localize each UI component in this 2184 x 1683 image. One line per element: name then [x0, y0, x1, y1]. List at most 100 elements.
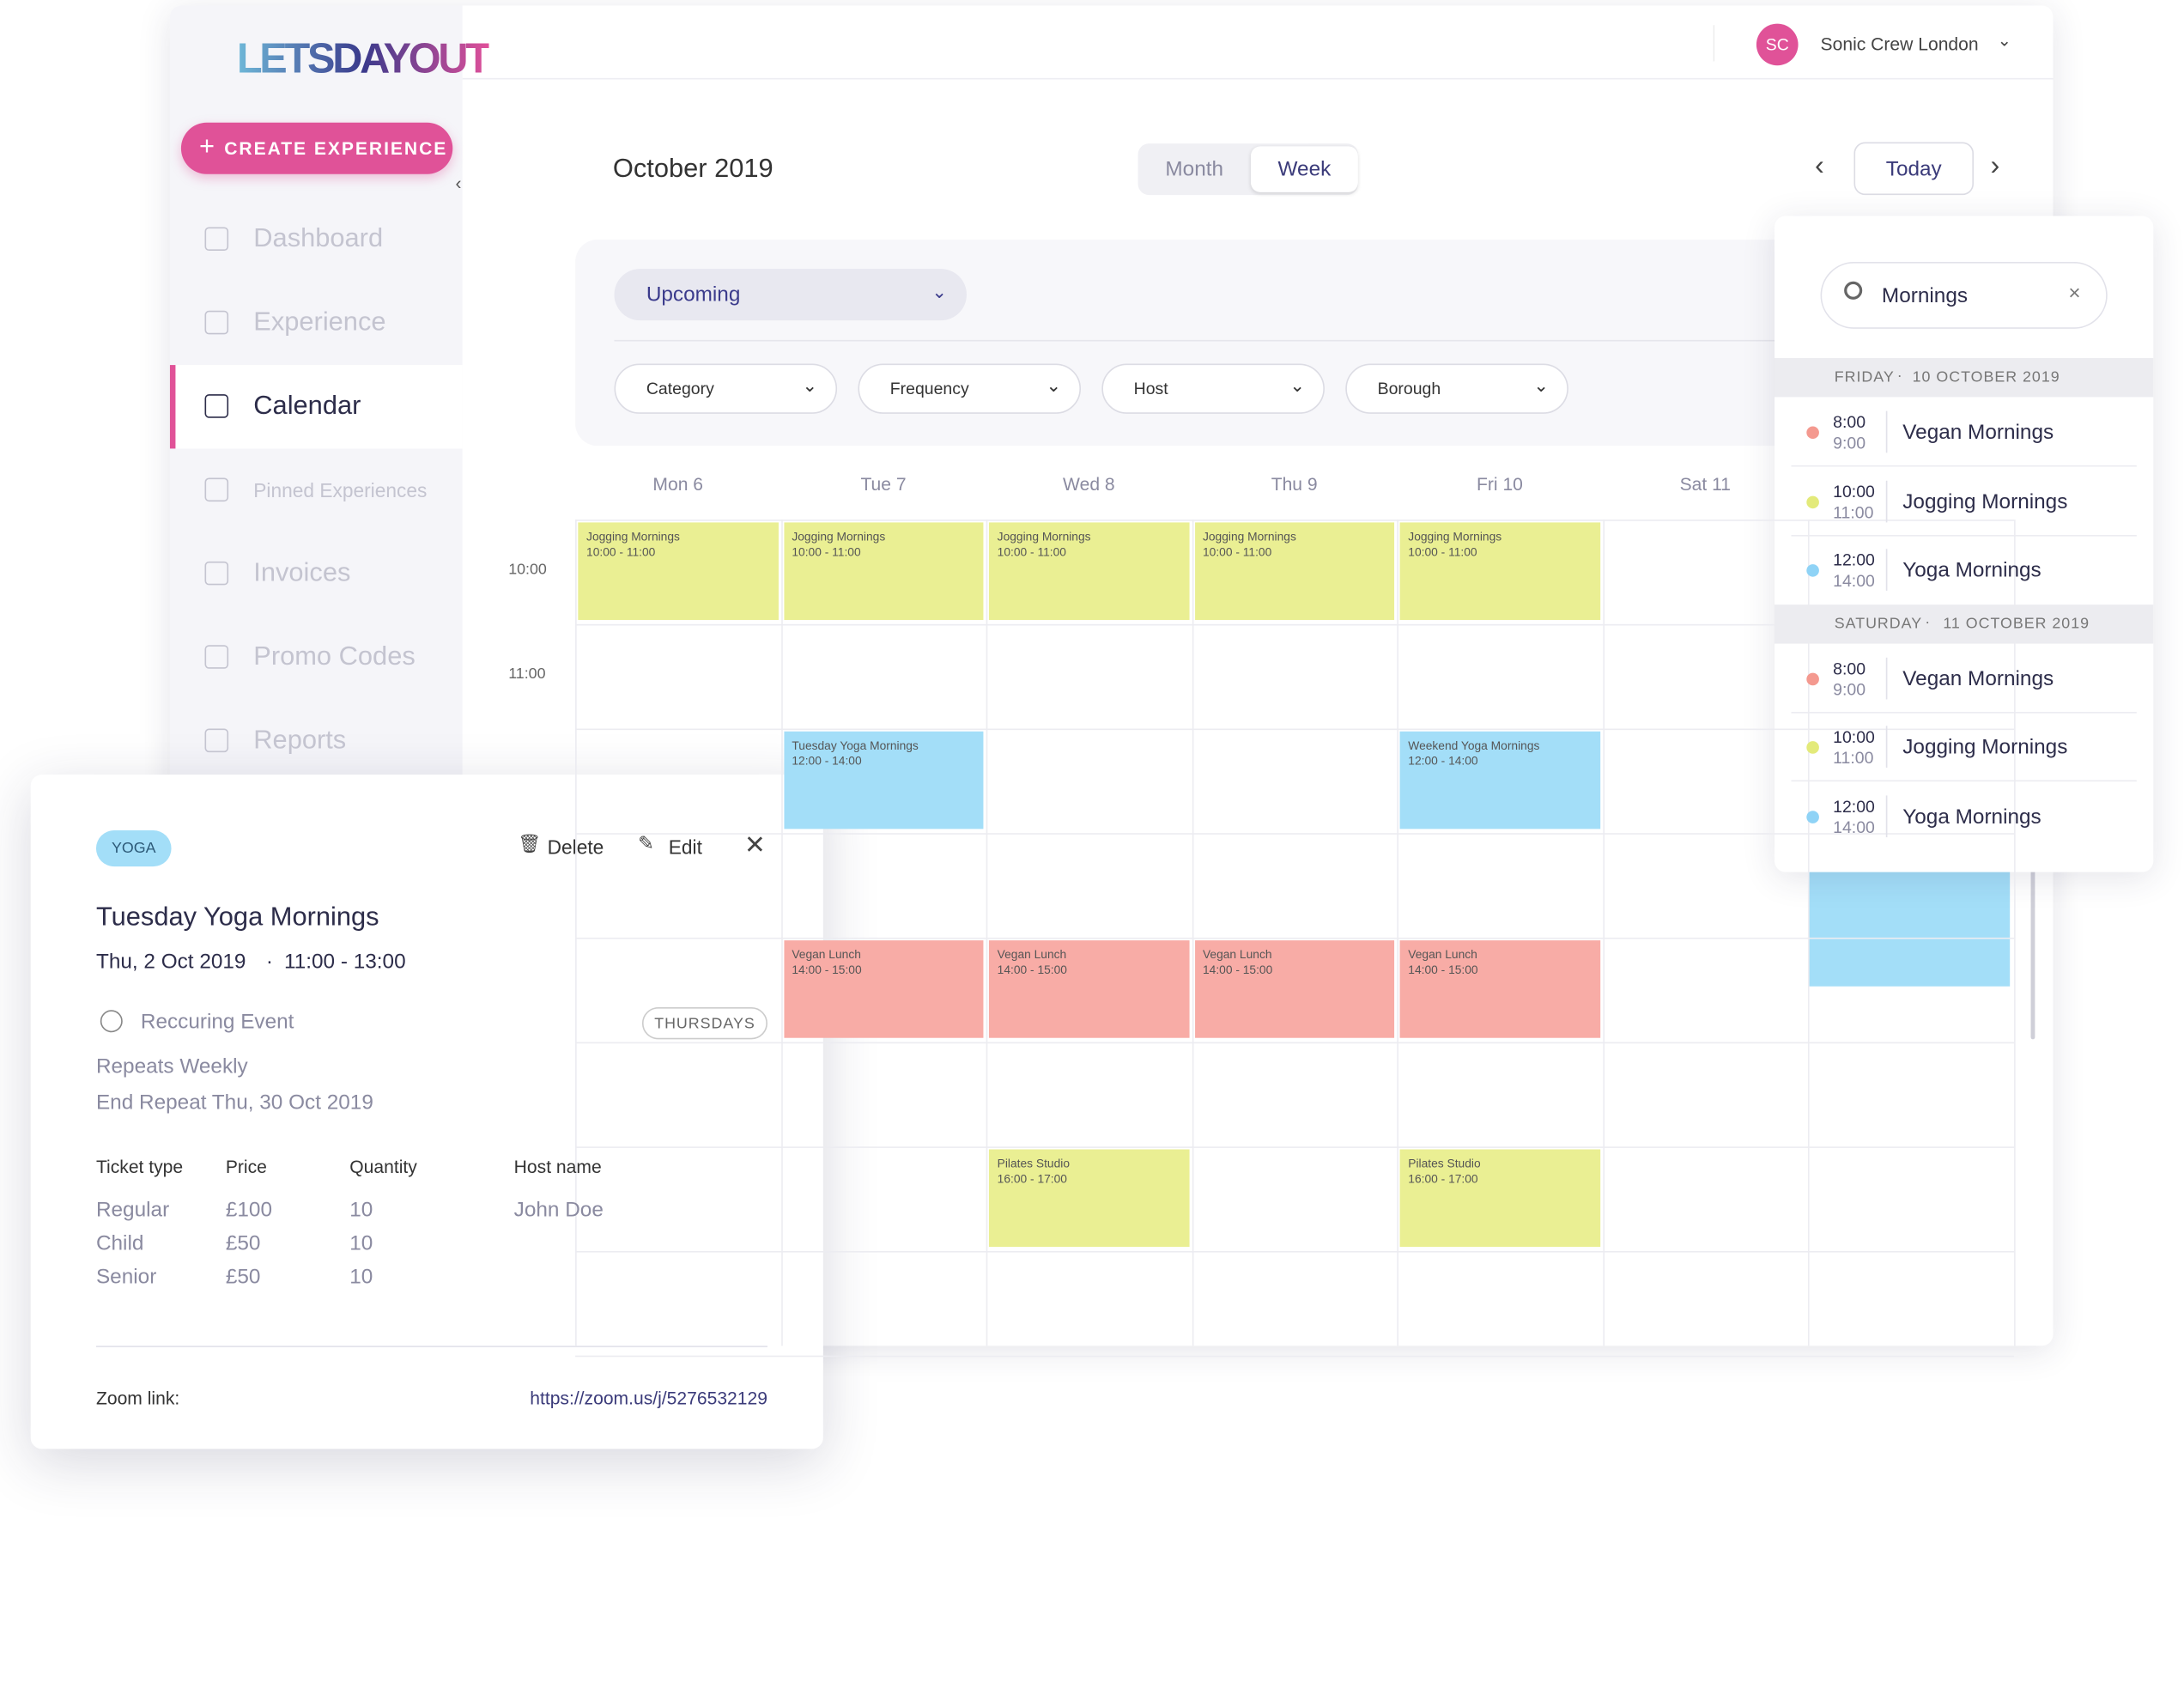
event-block[interactable]: Pilates Studio 16:00 - 17:00: [988, 1149, 1189, 1248]
filter-dropdown[interactable]: Category ⌄: [614, 363, 838, 414]
event-time: 10:00 - 11:00: [1202, 544, 1272, 559]
event-block[interactable]: Jogging Mornings 10:00 - 11:00: [988, 522, 1189, 620]
event-block[interactable]: Jogging Mornings 10:00 - 11:00: [578, 522, 779, 620]
nav-item[interactable]: Experience: [253, 307, 386, 337]
result-start[interactable]: 12:00: [1833, 550, 1875, 570]
collapse-arrow[interactable]: ‹: [455, 173, 462, 194]
status-dropdown[interactable]: Upcoming ⌄: [614, 269, 967, 321]
grid-line: [1807, 519, 1810, 1346]
nav-icon: [204, 227, 229, 252]
nav-icon: [204, 561, 229, 586]
nav-item[interactable]: Reports: [253, 726, 347, 756]
clear-search[interactable]: ×: [2068, 281, 2081, 306]
result-end[interactable]: 11:00: [1833, 501, 1874, 522]
event-block[interactable]: Jogging Mornings 10:00 - 11:00: [1194, 522, 1395, 620]
event-block[interactable]: Pilates Studio 16:00 - 17:00: [1399, 1149, 1600, 1248]
nav-icon: [204, 394, 229, 418]
dropdown-arrow: ⌄: [1289, 374, 1306, 396]
nav-active-bar: [169, 365, 176, 449]
event-block[interactable]: Weekend Yoga Mornings 12:00 - 14:00: [1399, 731, 1600, 829]
user-name[interactable]: Sonic Crew London: [1820, 33, 1979, 55]
event-title: Tuesday Yoga Mornings: [792, 738, 919, 753]
event-block[interactable]: Vegan Lunch 14:00 - 15:00: [1194, 940, 1395, 1038]
today-button[interactable]: Today: [1853, 142, 1975, 196]
zoom-label: Zoom link:: [95, 1387, 180, 1409]
dropdown-arrow: ⌄: [1046, 374, 1062, 396]
event-block[interactable]: Tuesday Yoga Mornings 12:00 - 14:00: [783, 731, 984, 829]
month-title: October 2019: [612, 155, 774, 185]
repeats: Repeats Weekly: [95, 1054, 248, 1078]
event-time: 10:00 - 11:00: [586, 544, 656, 559]
brand-logo[interactable]: LETSDAYOUT: [236, 36, 491, 82]
result-title[interactable]: Yoga Mornings: [1902, 558, 2041, 583]
table-cell: Senior: [95, 1265, 157, 1289]
create-label: CREATE EXPERIENCE: [224, 137, 448, 159]
result-separator: [1791, 534, 2137, 536]
search-box[interactable]: Mornings ×: [1820, 262, 2108, 329]
next-button[interactable]: ›: [1990, 150, 2000, 181]
delete-icon: 🗑: [518, 833, 542, 854]
result-start[interactable]: 12:00: [1833, 796, 1875, 816]
event-block[interactable]: Vegan Lunch 14:00 - 15:00: [988, 940, 1189, 1038]
result-title[interactable]: Jogging Mornings: [1902, 489, 2068, 513]
recurring-icon: [100, 1010, 123, 1033]
event-block[interactable]: Jogging Mornings 10:00 - 11:00: [1399, 522, 1600, 620]
nav-icon: [204, 477, 229, 502]
result-separator: [1791, 465, 2137, 467]
group-date: 11 OCTOBER 2019: [1943, 615, 2090, 632]
result-dot: [1806, 495, 1819, 508]
filter-dropdown[interactable]: Frequency ⌄: [858, 363, 1082, 414]
nav-item[interactable]: Promo Codes: [253, 641, 416, 672]
result-end[interactable]: 11:00: [1833, 748, 1874, 768]
nav-item[interactable]: Invoices: [253, 558, 351, 588]
result-start[interactable]: 8:00: [1833, 412, 1866, 432]
result-title[interactable]: Vegan Mornings: [1902, 420, 2054, 445]
event-block[interactable]: Vegan Lunch 14:00 - 15:00: [783, 940, 984, 1038]
nav-item[interactable]: Dashboard: [253, 224, 384, 254]
event-time: 10:00 - 11:00: [1408, 544, 1477, 559]
zoom-link[interactable]: https://zoom.us/j/5276532129: [530, 1387, 767, 1409]
popup-divider: [95, 1346, 767, 1347]
recurring-badge: THURSDAYS: [641, 1007, 767, 1040]
result-title[interactable]: Vegan Mornings: [1902, 666, 2054, 690]
event-time: 12:00 - 14:00: [1408, 753, 1478, 768]
result-start[interactable]: 10:00: [1833, 726, 1875, 747]
event-block[interactable]: Jogging Mornings 10:00 - 11:00: [783, 522, 984, 620]
result-title[interactable]: Yoga Mornings: [1902, 804, 2041, 829]
time-label: 11:00: [508, 665, 546, 684]
result-start[interactable]: 10:00: [1833, 481, 1875, 501]
result-end[interactable]: 14:00: [1833, 817, 1875, 837]
grid-line: [575, 519, 2014, 521]
avatar[interactable]: SC: [1756, 23, 1799, 66]
nav-active-bg: [169, 365, 463, 449]
filter-dropdown[interactable]: Borough ⌄: [1345, 363, 1568, 414]
close-button[interactable]: ×: [745, 826, 765, 864]
nav-icon: [204, 645, 229, 669]
user-menu-arrow[interactable]: ⌄: [1997, 30, 2011, 51]
filter-dropdown[interactable]: Host ⌄: [1101, 363, 1325, 414]
event-title: Jogging Mornings: [1408, 529, 1502, 544]
result-divider: [1885, 549, 1888, 591]
hidden-event: [1809, 863, 2011, 987]
prev-button[interactable]: ‹: [1815, 150, 1824, 181]
event-time: 10:00 - 11:00: [792, 544, 861, 559]
result-start[interactable]: 8:00: [1833, 658, 1866, 678]
nav-item[interactable]: Pinned Experiences: [253, 479, 428, 502]
result-end[interactable]: 9:00: [1833, 433, 1866, 453]
event-title: Weekend Yoga Mornings: [1408, 738, 1540, 753]
grid-line: [575, 1250, 2014, 1253]
nav-item[interactable]: Calendar: [253, 391, 361, 421]
result-end[interactable]: 9:00: [1833, 678, 1866, 699]
view-option[interactable]: Week: [1250, 146, 1358, 192]
result-title[interactable]: Jogging Mornings: [1902, 735, 2068, 760]
create-button[interactable]: + CREATE EXPERIENCE: [180, 122, 453, 174]
dropdown-arrow: ⌄: [1533, 374, 1550, 396]
edit-button[interactable]: Edit: [668, 835, 702, 859]
group-day: SATURDAY: [1834, 615, 1923, 632]
event-popup: [30, 775, 823, 1449]
view-option[interactable]: Month: [1165, 157, 1224, 181]
result-end[interactable]: 14:00: [1833, 571, 1875, 591]
scrollbar: [2030, 835, 2035, 1040]
event-block[interactable]: Vegan Lunch 14:00 - 15:00: [1399, 940, 1600, 1038]
